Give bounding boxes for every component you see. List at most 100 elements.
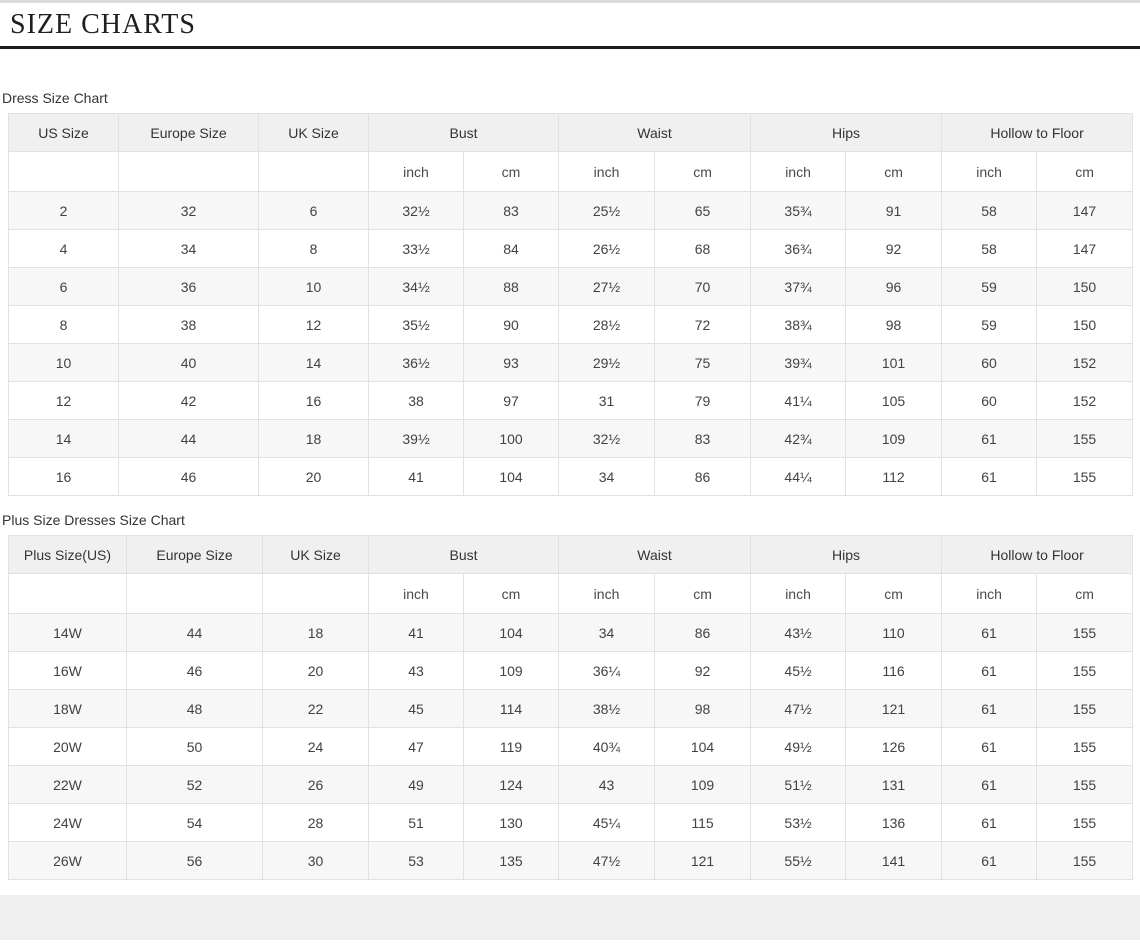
- table-cell: 141: [845, 841, 943, 880]
- empty-cell: [126, 573, 263, 614]
- table-cell: 22: [262, 689, 369, 728]
- table-cell: 32½: [368, 191, 464, 230]
- table-cell: 34½: [368, 267, 464, 306]
- table-cell: 109: [845, 419, 943, 458]
- table-cell: 43: [558, 765, 656, 804]
- unit-header: cm: [462, 151, 560, 192]
- table-cell: 14: [258, 343, 369, 382]
- table-cell: 26: [262, 765, 369, 804]
- table-row: 8 38 12 35½ 90 28½ 72 38¾ 98 59 150: [8, 305, 1134, 344]
- table-cell: 121: [845, 689, 943, 728]
- empty-cell: [8, 573, 127, 614]
- column-header: Bust: [367, 113, 560, 152]
- unit-header: inch: [368, 573, 464, 614]
- unit-header: inch: [750, 151, 847, 192]
- unit-header: inch: [941, 573, 1038, 614]
- table-cell: 27½: [558, 267, 656, 306]
- table-cell: 114: [462, 689, 560, 728]
- table-cell: 41: [368, 457, 464, 496]
- table-cell: 155: [1036, 613, 1134, 652]
- table-cell: 41: [368, 613, 464, 652]
- table-cell: 43: [368, 651, 464, 690]
- table-cell: 2: [8, 191, 119, 230]
- table-cell: 155: [1036, 765, 1134, 804]
- table-cell: 104: [654, 727, 752, 766]
- table-cell: 75: [654, 343, 752, 382]
- table-row: 4 34 8 33½ 84 26½ 68 36¾ 92 58 147: [8, 229, 1134, 268]
- table-cell: 45¼: [558, 803, 656, 842]
- table-cell: 22W: [8, 765, 127, 804]
- table-cell: 109: [654, 765, 752, 804]
- table-cell: 65: [654, 191, 752, 230]
- table-cell: 24W: [8, 803, 127, 842]
- page-title: SIZE CHARTS: [10, 9, 196, 40]
- table-cell: 16: [8, 457, 119, 496]
- table-cell: 116: [845, 651, 943, 690]
- table-cell: 45: [368, 689, 464, 728]
- table-cell: 47½: [558, 841, 656, 880]
- unit-header: inch: [558, 151, 656, 192]
- empty-cell: [258, 151, 369, 192]
- table-cell: 53½: [750, 803, 847, 842]
- table-cell: 34: [118, 229, 259, 268]
- table-cell: 147: [1036, 229, 1134, 268]
- table-cell: 55½: [750, 841, 847, 880]
- table-cell: 155: [1036, 841, 1134, 880]
- table-cell: 38: [368, 381, 464, 420]
- table-cell: 150: [1036, 305, 1134, 344]
- table-row: 6 36 10 34½ 88 27½ 70 37¾ 96 59 150: [8, 267, 1134, 306]
- unit-header: cm: [845, 573, 943, 614]
- table-cell: 40¾: [558, 727, 656, 766]
- table-cell: 119: [462, 727, 560, 766]
- table-cell: 155: [1036, 651, 1134, 690]
- table-cell: 33½: [368, 229, 464, 268]
- table-cell: 98: [654, 689, 752, 728]
- table-cell: 53: [368, 841, 464, 880]
- table-row: 10 40 14 36½ 93 29½ 75 39¾ 101 60 152: [8, 343, 1134, 382]
- table-cell: 61: [941, 841, 1038, 880]
- table-cell: 28½: [558, 305, 656, 344]
- table-row: 16 46 20 41 104 34 86 44¼ 112 61 155: [8, 457, 1134, 496]
- table-cell: 61: [941, 651, 1038, 690]
- table-cell: 155: [1036, 689, 1134, 728]
- column-header: Waist: [558, 113, 752, 152]
- page-header: SIZE CHARTS: [0, 3, 1140, 49]
- table-cell: 10: [8, 343, 119, 382]
- table-cell: 155: [1036, 803, 1134, 842]
- column-header: Europe Size: [118, 113, 259, 152]
- table-cell: 34: [558, 457, 656, 496]
- column-header: UK Size: [258, 113, 369, 152]
- table-cell: 46: [126, 651, 263, 690]
- table-cell: 12: [258, 305, 369, 344]
- footer-band: [0, 895, 1140, 940]
- table-cell: 56: [126, 841, 263, 880]
- table-cell: 44: [118, 419, 259, 458]
- dress-chart-label: Dress Size Chart: [2, 90, 108, 106]
- unit-header: inch: [558, 573, 656, 614]
- table-cell: 35¾: [750, 191, 847, 230]
- table-cell: 42: [118, 381, 259, 420]
- table-cell: 40: [118, 343, 259, 382]
- dress-size-section: Dress Size Chart US Size Europe Size UK …: [0, 89, 1140, 496]
- table-cell: 61: [941, 613, 1038, 652]
- table-cell: 45½: [750, 651, 847, 690]
- table-unit-row: inch cm inch cm inch cm inch cm: [8, 573, 1134, 614]
- table-cell: 14W: [8, 613, 127, 652]
- table-row: 16W 46 20 43 109 36¼ 92 45½ 116 61 155: [8, 651, 1134, 690]
- table-cell: 36½: [368, 343, 464, 382]
- table-cell: 26½: [558, 229, 656, 268]
- table-cell: 152: [1036, 343, 1134, 382]
- table-cell: 14: [8, 419, 119, 458]
- table-cell: 84: [462, 229, 560, 268]
- table-cell: 58: [941, 229, 1038, 268]
- table-cell: 39¾: [750, 343, 847, 382]
- table-cell: 36¼: [558, 651, 656, 690]
- table-cell: 96: [845, 267, 943, 306]
- table-cell: 34: [558, 613, 656, 652]
- empty-cell: [118, 151, 259, 192]
- table-row: 20W 50 24 47 119 40¾ 104 49½ 126 61 155: [8, 727, 1134, 766]
- table-cell: 97: [462, 381, 560, 420]
- table-cell: 136: [845, 803, 943, 842]
- table-cell: 121: [654, 841, 752, 880]
- table-cell: 32: [118, 191, 259, 230]
